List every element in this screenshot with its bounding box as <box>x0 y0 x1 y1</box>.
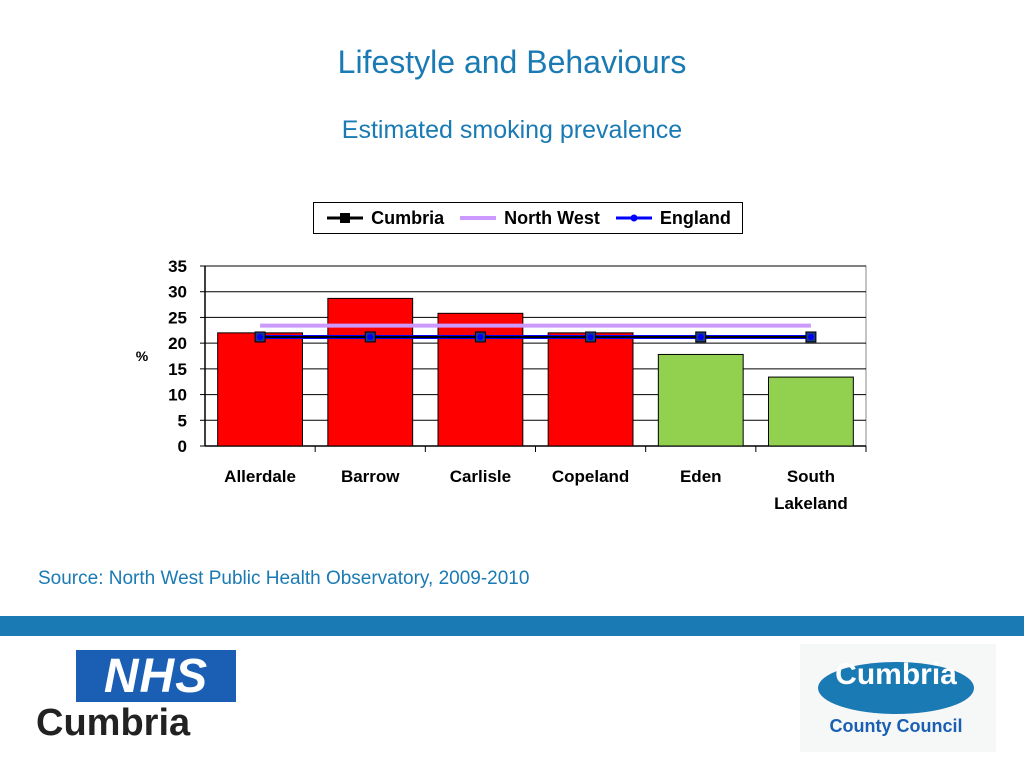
nhs-cumbria-logo: NHS Cumbria <box>36 650 236 750</box>
plot-area <box>204 265 867 447</box>
y-tick-label: 10 <box>168 386 187 405</box>
legend-item-cumbria: Cumbria <box>325 208 444 229</box>
council-logo-sub: County Council <box>830 716 963 736</box>
slide-title: Lifestyle and Behaviours <box>337 44 687 80</box>
x-tick-label: South <box>787 467 835 486</box>
marker-england <box>367 333 374 340</box>
marker-england <box>807 333 814 340</box>
legend-label-england: England <box>659 207 731 228</box>
y-tick-label: 30 <box>168 283 187 302</box>
chart-legend: Cumbria North West England <box>313 202 743 234</box>
y-tick-label: 5 <box>178 411 187 430</box>
bar-chart: 0 5 10 15 20 25 30 35% Allerdale Barrow Carlisle Co… <box>136 257 867 513</box>
x-tick-label: Barrow <box>341 467 400 486</box>
cumbria-county-council-logo: Cumbria County Council <box>800 644 996 752</box>
legend-swatch-england <box>615 214 652 222</box>
nhs-mark: NHS <box>76 650 236 703</box>
bar-eden <box>657 353 744 447</box>
marker-england <box>477 333 484 340</box>
marker-england <box>697 333 704 340</box>
council-logo-name: Cumbria <box>835 658 957 691</box>
y-tick-label: 35 <box>168 257 187 276</box>
footer-bar <box>0 616 1024 636</box>
x-tick-label: Lakeland <box>774 494 848 513</box>
slide-subtitle: Estimated smoking prevalence <box>341 116 683 144</box>
source-note: Source: North West Public Health Observa… <box>38 568 530 589</box>
legend-label-cumbria: Cumbria <box>371 207 445 228</box>
legend-swatch-north-west <box>460 216 497 220</box>
y-tick-label: 20 <box>168 334 187 353</box>
marker-england <box>257 333 264 340</box>
marker-england <box>587 333 594 340</box>
y-axis-label: % <box>136 348 149 364</box>
legend-label-north-west: North West <box>504 207 600 228</box>
legend-item-england: England <box>614 208 731 229</box>
bar-barrow <box>327 297 414 447</box>
legend-swatch-cumbria <box>327 213 364 223</box>
x-tick-label: Copeland <box>552 467 629 486</box>
y-tick-label: 0 <box>178 437 187 456</box>
bar-allerdale <box>217 332 303 447</box>
bar-south-lakeland <box>768 376 854 447</box>
nhs-org-name: Cumbria <box>36 702 191 744</box>
y-tick-label: 15 <box>168 360 187 379</box>
bar-copeland <box>547 332 634 447</box>
x-tick-label: Eden <box>680 467 722 486</box>
x-tick-label: Carlisle <box>450 467 511 486</box>
y-tick-label: 25 <box>168 308 187 327</box>
x-tick-label: Allerdale <box>224 467 296 486</box>
legend-item-north-west: North West <box>458 208 600 229</box>
